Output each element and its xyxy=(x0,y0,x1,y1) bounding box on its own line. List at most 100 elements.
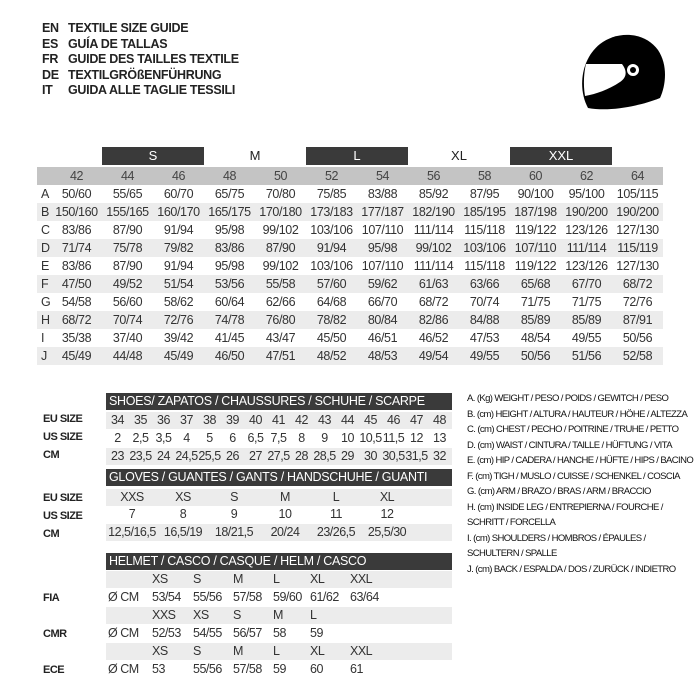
table-cell: 48/54 xyxy=(520,331,551,345)
table-cell: 61/62 xyxy=(310,590,339,604)
table-cell: 8 xyxy=(298,431,305,445)
helmet-size: L xyxy=(273,572,280,586)
table-cell: 53/54 xyxy=(152,590,181,604)
column-header: 54 xyxy=(357,167,408,185)
table-cell: 95/98 xyxy=(357,239,408,257)
table-row: J 45/49 44/48 45/49 46/50 47/51 48/52 48/53 49/5… xyxy=(37,347,663,365)
column-header: 52 xyxy=(306,167,357,185)
table-cell: 119/122 xyxy=(514,259,557,273)
shoes-header: SHOES/ ZAPATOS / CHAUSSURES / SCHUHE / S… xyxy=(106,393,452,410)
table-cell: 103/106 xyxy=(459,239,510,257)
helmet-header: HELMET / CASCO / CASQUE / HELM / CASCO xyxy=(106,553,452,570)
table-cell: 49/55 xyxy=(459,347,510,365)
table-cell: 60 xyxy=(310,662,323,676)
column-header: 56 xyxy=(408,167,459,185)
table-cell: 38 xyxy=(203,413,216,427)
unit-label: Ø CM xyxy=(108,662,139,676)
table-cell: 41/45 xyxy=(214,331,245,345)
table-cell: 83/86 xyxy=(61,223,92,237)
table-cell: 11,5 xyxy=(382,431,405,445)
row-stripe xyxy=(106,571,452,588)
helmet-size: XS xyxy=(193,608,209,622)
table-row: H 68/72 70/74 72/76 74/78 76/80 78/82 80/84 82/8… xyxy=(37,311,663,329)
table-cell: 4 xyxy=(183,431,190,445)
table-cell: 53 xyxy=(152,662,165,676)
table-cell: 23,5 xyxy=(129,449,152,463)
helmet-size: XS xyxy=(152,644,168,658)
row-letter: D xyxy=(37,239,51,257)
table-cell: XXS xyxy=(120,490,144,504)
table-cell: 6 xyxy=(229,431,236,445)
size-group-label: XXL xyxy=(548,148,574,163)
table-cell: 27 xyxy=(249,449,262,463)
table-cell: 35 xyxy=(134,413,147,427)
table-cell: 115/118 xyxy=(464,259,505,273)
table-cell: 30,5 xyxy=(382,449,405,463)
table-cell: 11 xyxy=(330,507,342,521)
row-letter: H xyxy=(37,311,51,329)
table-cell: 40 xyxy=(249,413,262,427)
table-cell: 37/40 xyxy=(112,331,143,345)
table-cell: 65/68 xyxy=(510,275,561,293)
column-header: 46 xyxy=(153,167,204,185)
table-cell: 127/130 xyxy=(616,259,659,273)
table-cell: 187/198 xyxy=(510,203,561,221)
table-cell: 39 xyxy=(226,413,239,427)
table-cell: 49/52 xyxy=(102,275,153,293)
table-cell: 48/53 xyxy=(357,347,408,365)
row-label: ECE xyxy=(43,664,65,676)
table-cell: 115/119 xyxy=(612,239,663,257)
row-label: EU SIZE xyxy=(43,413,83,425)
legend-line: I. (cm) SHOULDERS / HOMBROS / ÉPAULES / xyxy=(467,532,646,544)
legend-line: D. (cm) WAIST / CINTURA / TAILLE / HÜFTU… xyxy=(467,439,673,451)
table-cell: 34 xyxy=(111,413,124,427)
table-cell: 51/54 xyxy=(153,275,204,293)
table-cell: 80/84 xyxy=(357,311,408,329)
table-cell: 67/70 xyxy=(561,275,612,293)
table-cell: 57/58 xyxy=(233,590,262,604)
column-header: 42 xyxy=(51,167,102,185)
helmet-size: XS xyxy=(152,572,168,586)
title-line: ES GUÍA DE TALLAS xyxy=(42,37,239,53)
table-cell: 54/58 xyxy=(61,295,92,309)
language-code: ES xyxy=(42,36,59,51)
helmet-size: S xyxy=(233,608,241,622)
table-cell: 42 xyxy=(295,413,308,427)
size-group-label: S xyxy=(148,148,158,163)
table-cell: 91/94 xyxy=(163,259,194,273)
table-cell: 60/70 xyxy=(163,187,194,201)
table-cell: 68/72 xyxy=(51,311,102,329)
table-cell: 37 xyxy=(180,413,193,427)
size-group-bar xyxy=(510,147,612,165)
legend-line: J. (cm) BACK / ESPALDA / DOS / ZURÜCK / … xyxy=(467,563,676,575)
table-row: E 83/86 87/90 91/94 95/98 99/102 103/106 107/11… xyxy=(37,257,663,275)
table-cell: 70/80 xyxy=(265,187,296,201)
table-cell: XL xyxy=(379,490,395,504)
legend-line: H. (cm) INSIDE LEG / ENTREPIERNA / FOURC… xyxy=(467,501,663,513)
table-cell: 58 xyxy=(273,626,286,640)
table-cell: 111/114 xyxy=(413,259,454,273)
table-cell: 20/24 xyxy=(270,525,300,539)
row-stripe xyxy=(106,448,452,465)
row-letter: I xyxy=(41,331,45,345)
table-cell: 3,5 xyxy=(155,431,172,445)
table-cell: 123/126 xyxy=(565,223,608,237)
table-cell: S xyxy=(230,490,238,504)
row-letter: F xyxy=(37,275,51,293)
title-line: FR GUIDE DES TAILLES TEXTILE xyxy=(42,52,239,68)
table-cell: 12 xyxy=(410,431,423,445)
table-cell: 123/126 xyxy=(565,259,608,273)
helmet-size: S xyxy=(193,644,201,658)
table-cell: 61 xyxy=(350,662,363,676)
language-code: IT xyxy=(42,83,53,98)
measurement-legend: A. (Kg) WEIGHT / PESO / POIDS / GEWITCH … xyxy=(467,391,694,577)
table-cell: 82/86 xyxy=(408,311,459,329)
table-cell: 103/106 xyxy=(310,259,353,273)
table-cell: 50/60 xyxy=(61,187,92,201)
table-cell: 95/100 xyxy=(568,187,605,201)
table-cell: 46/50 xyxy=(204,347,255,365)
table-cell: 85/92 xyxy=(418,187,449,201)
table-cell: 36 xyxy=(157,413,170,427)
table-cell: 83/86 xyxy=(204,239,255,257)
language-code: EN xyxy=(42,21,59,35)
